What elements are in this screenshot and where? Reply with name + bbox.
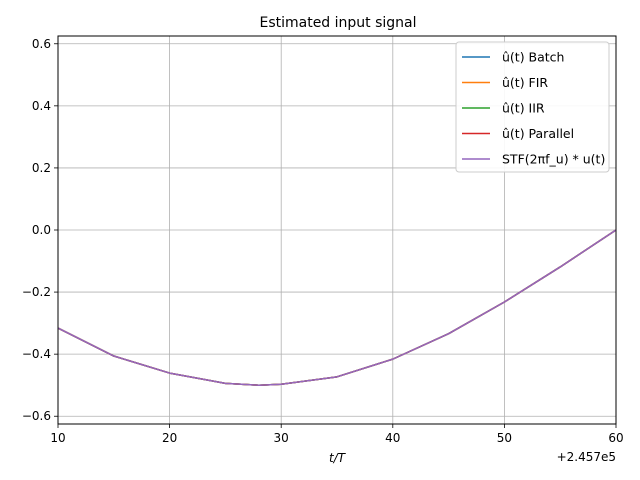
- legend-label-1: û(t) FIR: [502, 75, 548, 90]
- y-tick-label: 0.6: [32, 37, 51, 51]
- x-tick-label: 20: [162, 431, 177, 445]
- x-tick-label: 40: [385, 431, 400, 445]
- legend-label-2: û(t) IIR: [502, 101, 545, 116]
- y-tick-label: −0.4: [22, 347, 51, 361]
- legend-label-3: û(t) Parallel: [502, 126, 574, 141]
- x-axis-ticks: 10 20 30 40 50 60: [50, 424, 624, 445]
- x-offset-label: +2.457e5: [557, 450, 616, 464]
- legend-label-4: STF(2πf_u) * u(t): [502, 152, 605, 167]
- legend-box: [455, 41, 610, 173]
- x-tick-label: 10: [50, 431, 65, 445]
- y-tick-label: 0.0: [32, 223, 51, 237]
- y-tick-label: 0.2: [32, 161, 51, 175]
- y-axis-ticks: −0.6 −0.4 −0.2 0.0 0.2 0.4 0.6: [22, 37, 58, 423]
- plot-lines: [57, 229, 617, 386]
- y-tick-label: −0.6: [22, 409, 51, 423]
- y-tick-label: 0.4: [32, 99, 51, 113]
- x-tick-label: 60: [608, 431, 623, 445]
- chart-title: Estimated input signal: [259, 15, 416, 31]
- x-axis-label: t/T: [329, 451, 347, 465]
- x-tick-label: 30: [274, 431, 289, 445]
- x-tick-label: 50: [497, 431, 512, 445]
- y-tick-label: −0.2: [22, 285, 51, 299]
- legend: û(t) Batch û(t) FIR û(t) IIR û(t) Parallel S…: [455, 41, 610, 173]
- legend-label-0: û(t) Batch: [502, 50, 564, 65]
- series-line-4: [57, 229, 617, 386]
